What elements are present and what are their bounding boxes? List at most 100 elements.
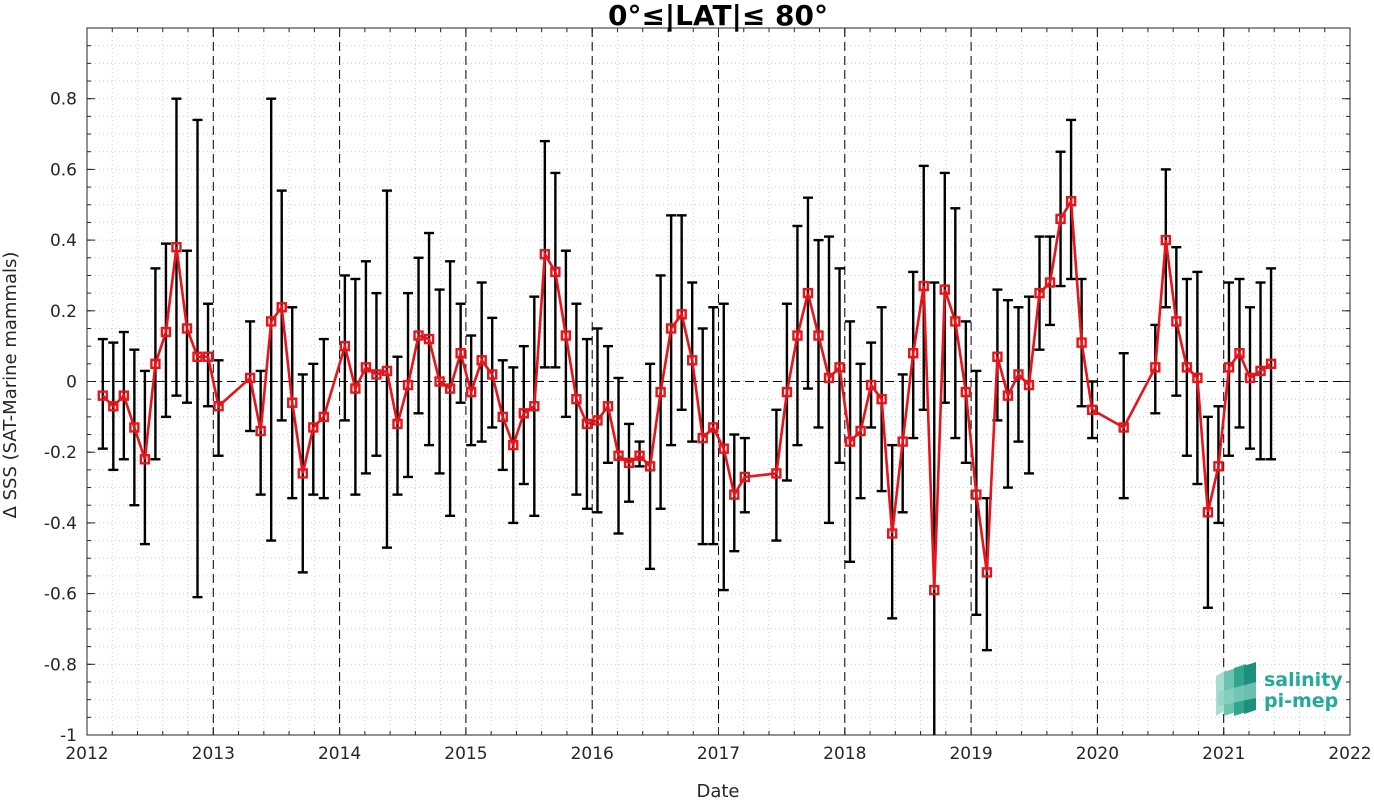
- data-point-marker: [381, 365, 393, 377]
- x-tick-label: 2020: [1076, 744, 1119, 764]
- data-point-marker: [265, 316, 277, 327]
- data-point-marker: [434, 376, 445, 387]
- data-point-marker: [792, 330, 803, 341]
- data-point-marker: [276, 302, 287, 313]
- data-point-marker: [1171, 316, 1182, 327]
- data-point-marker: [571, 393, 582, 405]
- data-point-marker: [1044, 277, 1056, 288]
- x-tick-label: 2013: [192, 744, 235, 764]
- data-point-marker: [118, 390, 130, 401]
- data-point-marker: [1160, 234, 1172, 246]
- data-point-marker: [423, 333, 435, 345]
- data-point-marker: [718, 443, 729, 454]
- data-point-marker: [1065, 196, 1077, 207]
- data-point-marker: [465, 386, 477, 398]
- data-point-marker: [802, 287, 814, 299]
- data-point-marker: [539, 249, 551, 260]
- data-point-marker: [1223, 362, 1235, 373]
- data-point-marker: [971, 489, 982, 500]
- data-point-marker: [444, 383, 456, 394]
- data-point-marker: [360, 362, 372, 373]
- data-point-marker: [771, 468, 782, 479]
- data-point-marker: [918, 280, 929, 292]
- y-tick-label: -1: [60, 726, 77, 746]
- salinity-pi-mep-logo: salinity pi-mep: [1216, 662, 1343, 716]
- data-point-marker: [108, 401, 119, 412]
- data-point-marker: [487, 369, 498, 380]
- data-point-marker: [181, 323, 193, 334]
- chart-title: 0°≤|LAT|≤ 80°: [608, 0, 828, 32]
- data-point-marker: [708, 422, 719, 433]
- data-point-marker: [1150, 362, 1161, 373]
- x-tick-label: 2021: [1202, 744, 1245, 764]
- data-point-marker: [1192, 372, 1203, 384]
- data-point-marker: [644, 461, 656, 472]
- y-tick-label: 0.6: [50, 160, 77, 180]
- data-point-marker: [960, 386, 972, 398]
- data-point-marker: [939, 284, 950, 295]
- data-point-marker: [1013, 369, 1024, 380]
- data-point-marker: [813, 330, 824, 341]
- data-point-marker: [350, 383, 361, 394]
- data-point-marker: [497, 411, 508, 423]
- data-point-marker: [1234, 348, 1245, 359]
- data-point-marker: [739, 471, 751, 483]
- y-tick-label: 0: [66, 373, 77, 393]
- data-point-marker: [318, 411, 330, 423]
- x-tick-label: 2012: [65, 744, 108, 764]
- data-point-marker: [865, 379, 877, 391]
- data-point-marker: [1202, 507, 1214, 518]
- data-point-marker: [1181, 362, 1193, 373]
- y-tick-label: -0.2: [44, 443, 77, 463]
- data-point-marker: [402, 379, 414, 391]
- data-point-marker: [950, 316, 961, 327]
- x-tick-label: 2017: [697, 744, 740, 764]
- data-point-marker: [1265, 358, 1277, 370]
- data-point-marker: [171, 241, 182, 253]
- data-point-marker: [97, 390, 108, 401]
- data-point-marker: [686, 355, 698, 366]
- data-point-marker: [844, 436, 856, 447]
- series-line: [101, 197, 1272, 591]
- y-tick-label: 0.2: [50, 302, 77, 322]
- data-point-marker: [518, 408, 529, 419]
- data-point-marker: [676, 309, 687, 320]
- data-point-marker: [1255, 365, 1266, 377]
- data-point-marker: [1118, 422, 1129, 433]
- data-point-marker: [455, 348, 466, 359]
- x-axis-label: Date: [696, 781, 739, 801]
- data-point-marker: [192, 351, 203, 362]
- data-point-marker: [655, 386, 666, 398]
- data-point-marker: [1076, 337, 1087, 348]
- logo-text-salinity: salinity: [1264, 669, 1343, 691]
- data-point-marker: [1086, 404, 1098, 415]
- data-point-marker: [139, 454, 151, 465]
- axis-ticks: [86, 27, 1351, 736]
- x-tick-label: 2018: [823, 744, 866, 764]
- data-point-marker: [244, 372, 256, 384]
- data-point-marker: [213, 401, 224, 412]
- data-point-marker: [697, 432, 708, 444]
- data-point-marker: [508, 439, 519, 451]
- data-point-marker: [613, 450, 624, 461]
- data-point-marker: [592, 415, 603, 426]
- data-point-marker: [876, 393, 887, 405]
- data-point-marker: [581, 418, 593, 430]
- x-tick-labels: 2012 2013 2014 2015 2016 2017 2018 2019 2020 2021…: [65, 744, 1371, 764]
- data-point-marker: [634, 450, 645, 461]
- data-point-marker: [908, 348, 919, 359]
- data-point-marker: [823, 372, 835, 384]
- data-point-marker: [1023, 379, 1035, 391]
- data-point-marker: [729, 489, 740, 500]
- y-tick-labels: -1 -0.8 -0.6 -0.4 -0.2 0 0.2 0.4 0.6 0.8: [44, 90, 77, 746]
- data-point-marker: [602, 401, 614, 412]
- data-point-marker: [1002, 390, 1014, 401]
- y-tick-label: -0.6: [44, 585, 77, 605]
- data-point-marker: [1213, 461, 1224, 472]
- data-point-marker: [308, 422, 319, 433]
- data-point-marker: [202, 351, 214, 362]
- y-tick-label: -0.4: [44, 514, 77, 534]
- data-point-marker: [981, 567, 993, 578]
